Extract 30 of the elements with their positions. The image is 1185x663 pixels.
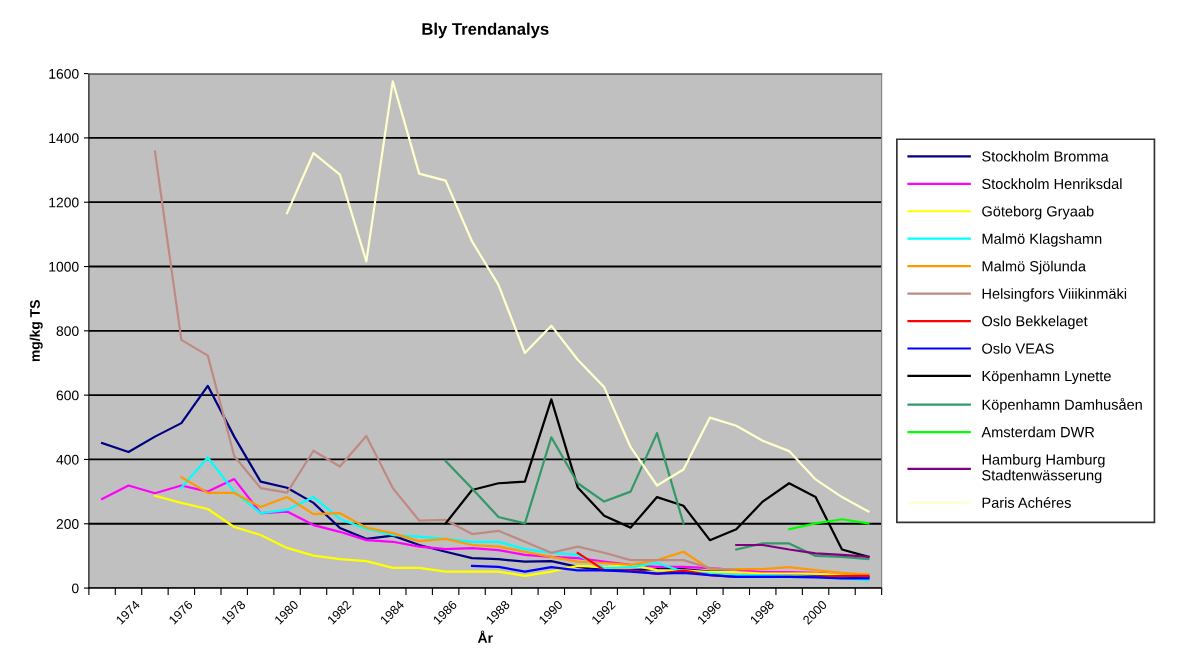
legend-label: Helsingfors Viiikinmäki (982, 288, 1127, 302)
legend-label: Köpenhamn Lynette (982, 370, 1111, 385)
legend-label: Oslo VEAS (982, 343, 1054, 354)
y-tick-label: 1600 (49, 68, 79, 79)
y-tick-label: 1200 (49, 197, 79, 208)
y-tick-label: 600 (56, 390, 79, 401)
line-series (285, 80, 870, 513)
y-tick-label: 1000 (49, 261, 79, 272)
legend-label: Malmö Klagshamn (982, 233, 1102, 247)
legend-label: Paris Achéres (982, 497, 1071, 508)
legend-label: Stockholm Henriksdal (982, 178, 1122, 190)
line-series (180, 456, 870, 582)
line-series (735, 543, 870, 558)
line-series (470, 564, 870, 580)
legend-label: Hamburg Hamburg Stadtenwässerung (982, 454, 1105, 484)
legend-label: Köpenhamn Damhusåen (982, 397, 1142, 413)
legend-label: Amsterdam DWR (981, 426, 1095, 438)
y-axis-title: mg/kg TS (29, 300, 43, 362)
y-tick-label: 200 (56, 519, 79, 529)
line-series (153, 150, 738, 572)
legend-label: Malmö Sjölunda (982, 260, 1087, 275)
y-tick-label: 400 (56, 454, 79, 465)
x-axis-title: År (477, 630, 493, 643)
y-tick-label: 800 (56, 326, 79, 337)
legend-label: Oslo Bekkelaget (982, 315, 1088, 330)
chart-title: Bly Trendanalys (422, 22, 549, 39)
y-tick-label: 0 (71, 583, 79, 594)
y-tick-label: 1400 (49, 133, 79, 144)
legend-label: Göteborg Gryaab (982, 205, 1094, 220)
legend-label: Stockholm Bromma (982, 150, 1109, 162)
